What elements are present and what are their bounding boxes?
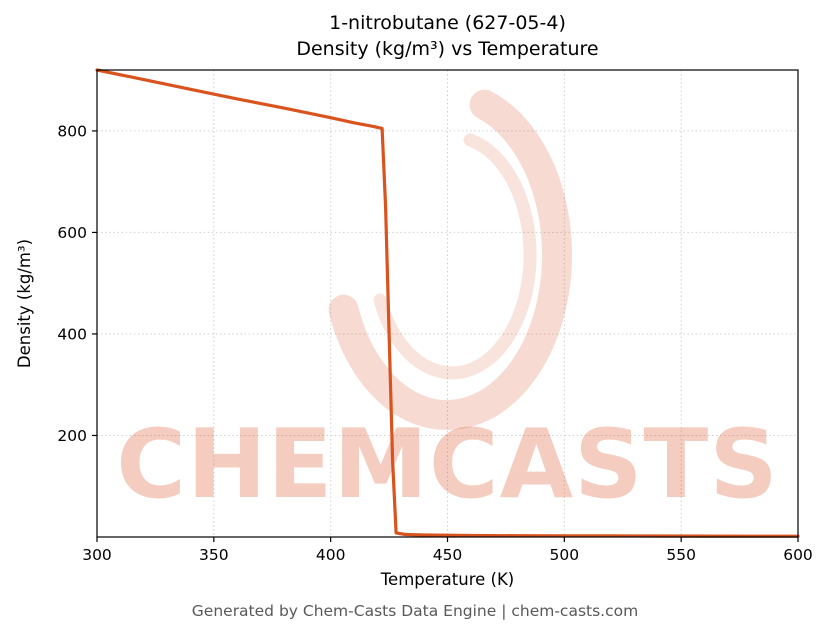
x-tick-label: 500: [550, 546, 580, 564]
y-tick-label: 200: [57, 427, 87, 445]
density-line: [95, 68, 800, 538]
chart-title: 1-nitrobutane (627-05-4) Density (kg/m³)…: [97, 10, 798, 62]
x-tick-label: 350: [199, 546, 229, 564]
x-tick-label: 450: [433, 546, 463, 564]
footer-attribution: Generated by Chem-Casts Data Engine | ch…: [191, 602, 639, 620]
x-tick-label: 400: [316, 546, 346, 564]
x-axis-label: Temperature (K): [380, 570, 514, 589]
watermark-text: CHEMCASTS: [116, 410, 779, 520]
y-axis-label: Density (kg/m³): [15, 239, 34, 368]
watermark-swirl-icon: [328, 89, 572, 430]
y-tick-label: 400: [57, 325, 87, 343]
chart-title-line1: 1-nitrobutane (627-05-4): [329, 12, 566, 34]
x-tick-label: 300: [82, 546, 112, 564]
x-tick-label: 600: [783, 546, 813, 564]
watermark-swirl-inner-icon: [373, 133, 537, 380]
y-tick-label: 800: [57, 122, 87, 140]
x-tick-label: 550: [666, 546, 696, 564]
y-tick-label: 600: [57, 224, 87, 242]
chart-title-line2: Density (kg/m³) vs Temperature: [296, 38, 599, 61]
